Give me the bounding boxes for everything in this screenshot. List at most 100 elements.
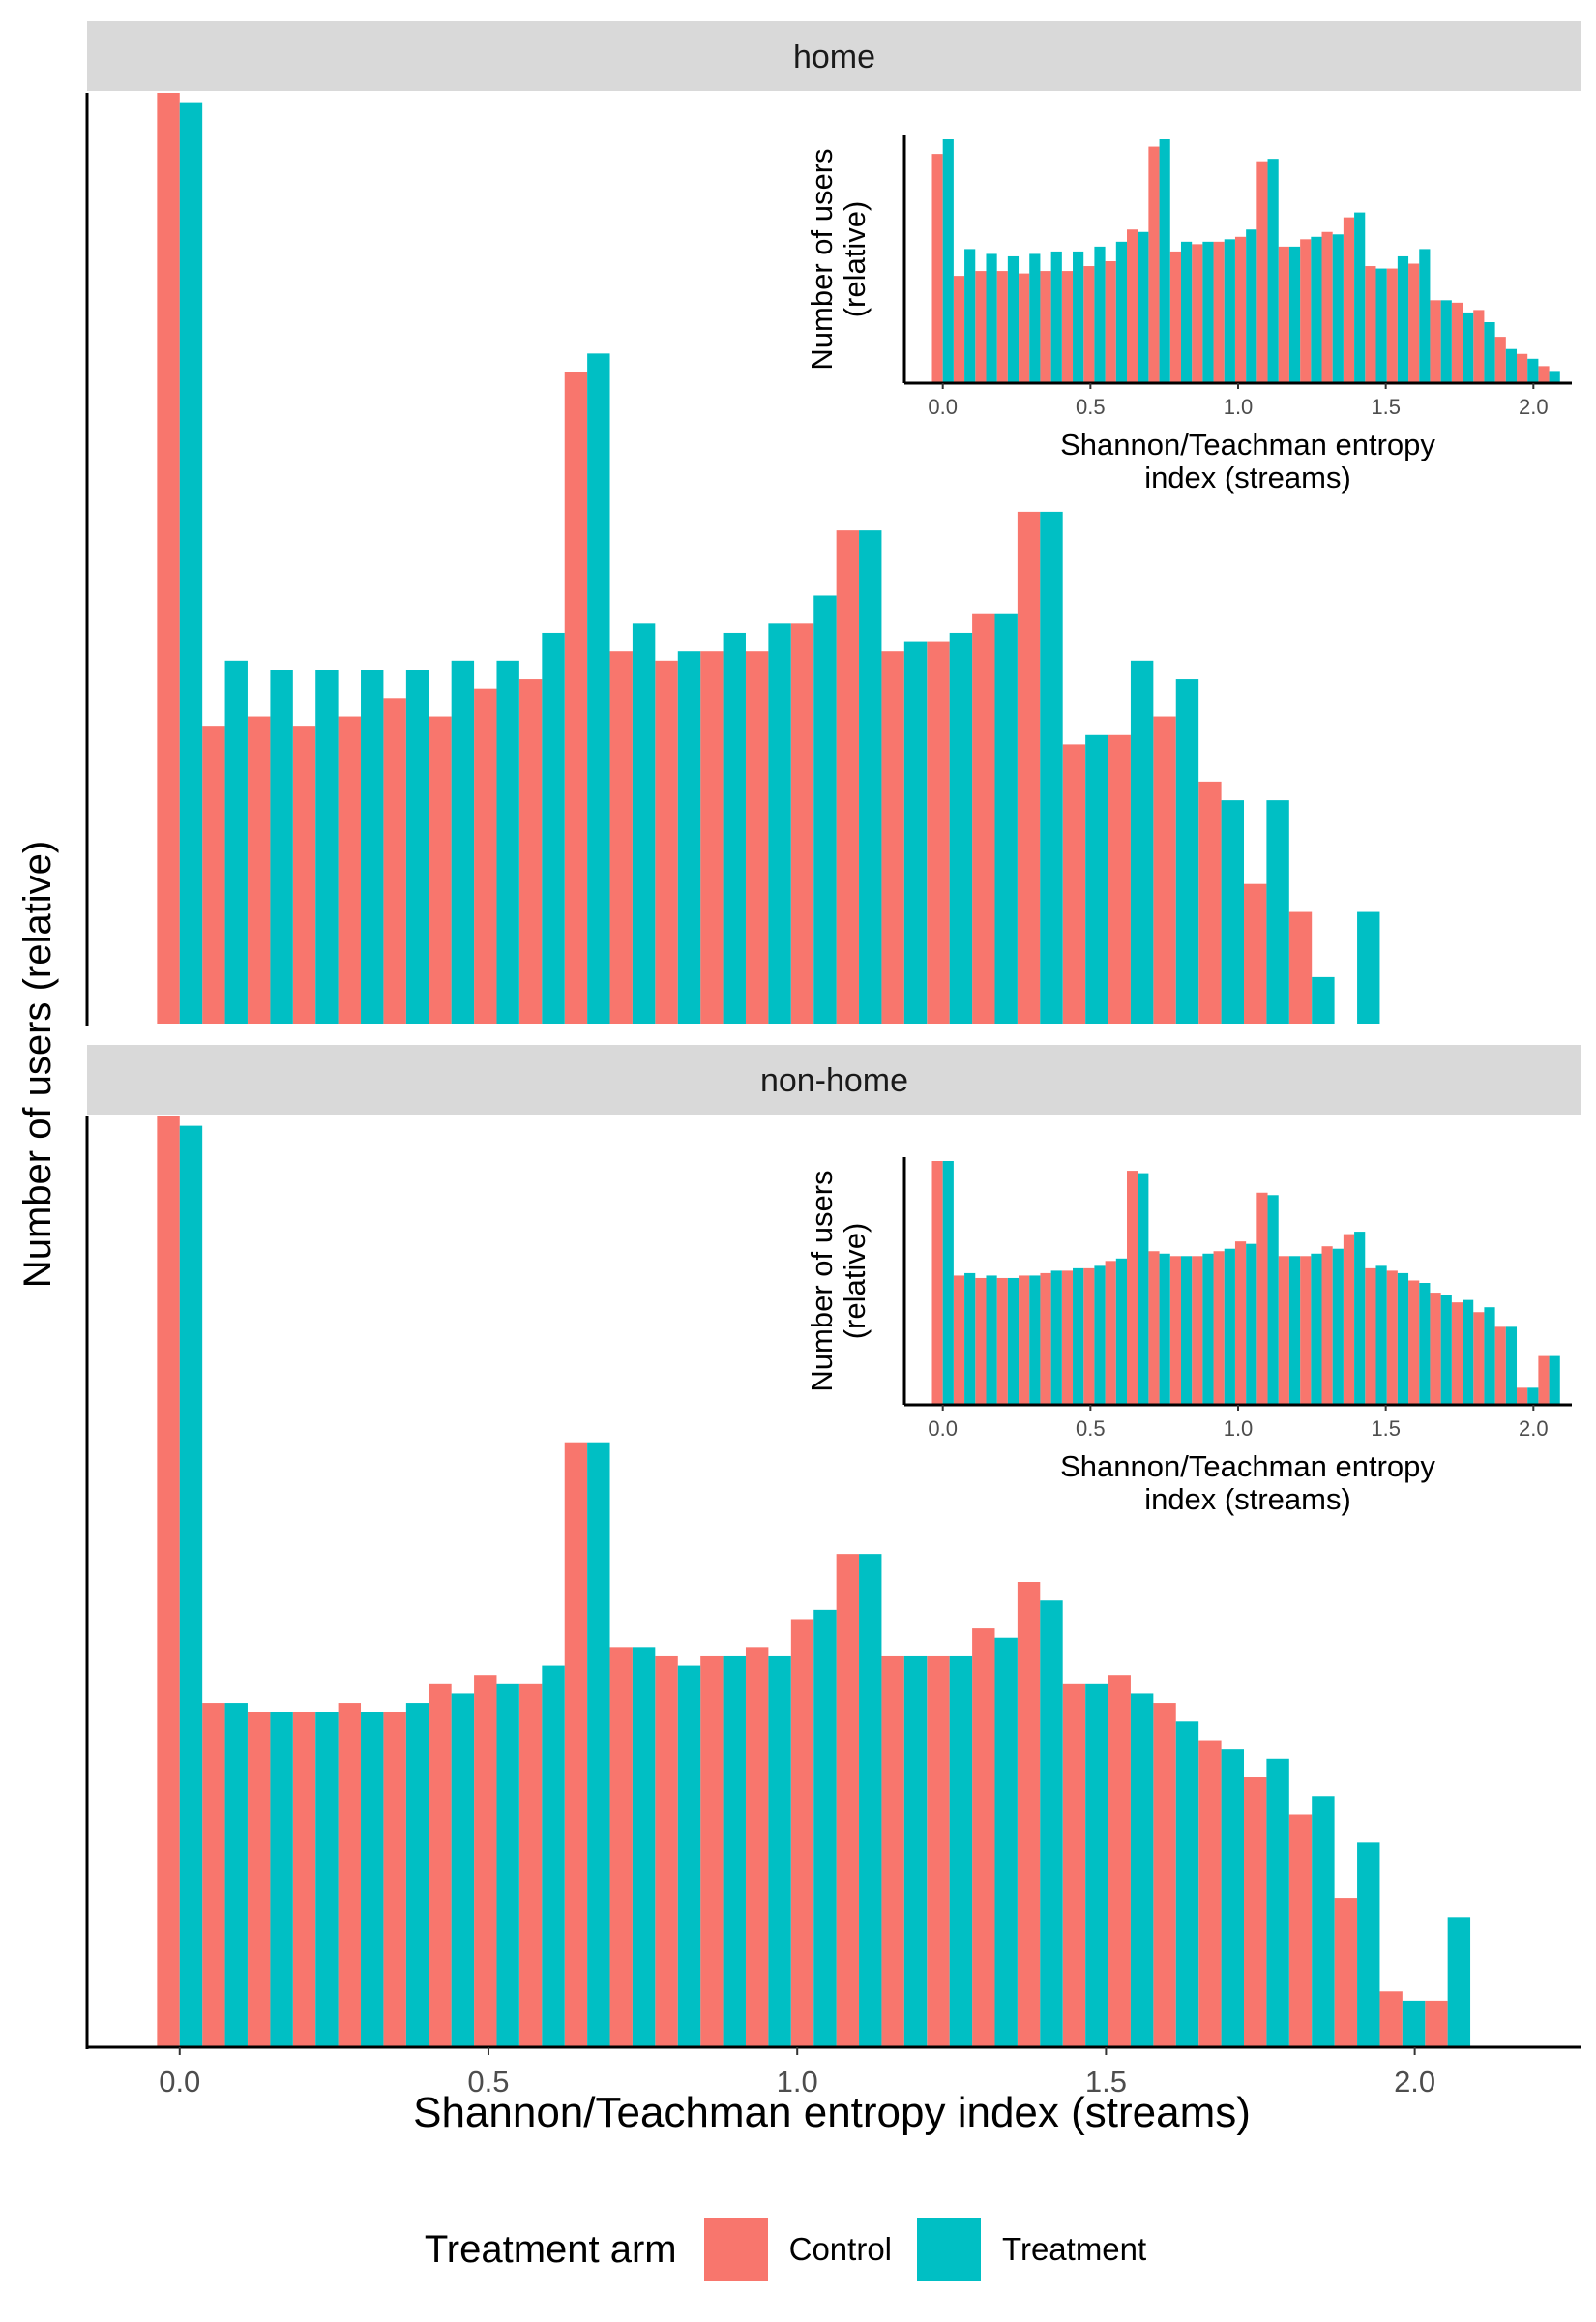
bar-control (1153, 1703, 1176, 2047)
legend: Treatment arm Control Treatment (0, 2206, 1596, 2293)
inset-bar-treatment (1246, 1243, 1257, 1405)
inset-bar-control (1169, 251, 1181, 383)
inset-bar-treatment (1527, 1387, 1539, 1405)
inset-bar-control (1430, 300, 1441, 383)
bar-treatment (768, 1655, 791, 2047)
bar-control (609, 1647, 633, 2047)
bar-control (1425, 2000, 1448, 2047)
inset-bar-control (975, 1277, 987, 1405)
inset-bar-treatment (1050, 251, 1062, 383)
inset-bar-control (1278, 1256, 1289, 1405)
inset-bar-control (1408, 1280, 1420, 1405)
inset-bar-treatment (1224, 239, 1235, 383)
inset-bar-control (1213, 1251, 1225, 1405)
inset-bar-treatment (1029, 253, 1041, 383)
bar-control (790, 1619, 814, 2047)
x-tick-label: 0.0 (159, 2065, 200, 2099)
y-axis-title: Number of users (relative) (16, 841, 59, 1288)
inset-bar-treatment (1202, 241, 1214, 383)
legend-title: Treatment arm (424, 2227, 677, 2271)
inset-bar-control (1169, 1256, 1181, 1405)
inset-bar-control (1105, 261, 1116, 383)
bar-control (1017, 1582, 1041, 2047)
inset-bar-control (1083, 266, 1095, 383)
inset-x-tick-label: 0.0 (928, 395, 958, 419)
bar-control (474, 1675, 497, 2047)
bar-treatment (1040, 1600, 1063, 2047)
bar-control (202, 1703, 225, 2047)
inset-bar-control (1061, 1270, 1074, 1405)
x-tick-label: 1.5 (1085, 2065, 1127, 2099)
inset-x-tick-label: 0.5 (1076, 1416, 1106, 1441)
bar-treatment (1266, 800, 1289, 1024)
bar-treatment (949, 632, 973, 1024)
bar-treatment (270, 670, 293, 1024)
inset-bar-treatment (964, 1272, 976, 1405)
bar-control (1108, 1675, 1131, 2047)
bar-control (248, 1712, 271, 2047)
inset-bar-treatment (1375, 268, 1387, 383)
bar-treatment (813, 595, 837, 1024)
inset-bar-control (953, 1275, 965, 1405)
bar-control (655, 1655, 678, 2047)
inset-x-axis-title: index (streams) (1144, 461, 1351, 494)
inset-chart: 0.0 0.5 1.0 1.5 2.0 Shannon/Teachman entropyi… (805, 135, 1572, 494)
inset-bar-control (1061, 271, 1074, 383)
inset-bar-control (1538, 366, 1550, 383)
inset-bar-treatment (1094, 1265, 1106, 1405)
bar-treatment (1085, 1683, 1108, 2047)
inset-bar-treatment (1463, 1299, 1474, 1405)
inset-bar-treatment (1288, 1256, 1301, 1405)
inset-bar-treatment (942, 139, 954, 383)
x-axis-title: Shannon/Teachman entropy index (streams) (413, 2089, 1251, 2136)
bar-treatment (1130, 660, 1154, 1024)
bar-control (292, 1712, 316, 2047)
inset-bar-control (1127, 1171, 1138, 1405)
inset-bar-treatment (1332, 1248, 1344, 1405)
inset-bar-treatment (1007, 255, 1020, 383)
x-tick-label: 0.5 (467, 2065, 509, 2099)
bar-treatment (361, 1712, 384, 2047)
bar-control (429, 1683, 452, 2047)
inset-bar-treatment (1138, 1173, 1149, 1405)
inset-y-axis-title: Number of users (805, 148, 839, 370)
bar-treatment (496, 660, 519, 1024)
inset-bar-control (1234, 1241, 1247, 1405)
bar-control (383, 698, 406, 1024)
inset-bar-control (1517, 353, 1528, 383)
bar-treatment (949, 1655, 973, 2047)
inset-bar-treatment (1267, 159, 1279, 383)
bar-treatment (903, 1655, 928, 2047)
x-tick-label: 1.0 (777, 2065, 818, 2099)
inset-x-tick-label: 2.0 (1519, 1416, 1549, 1441)
inset-bar-treatment (1549, 1355, 1560, 1405)
inset-x-tick-label: 0.0 (928, 1416, 958, 1441)
inset-bar-control (1083, 1267, 1095, 1405)
inset-bar-control (953, 276, 965, 383)
inset-bar-treatment (1505, 1326, 1518, 1405)
inset-bar-control (1019, 273, 1030, 383)
bar-treatment (677, 1665, 701, 2047)
inset-bar-treatment (1397, 255, 1409, 383)
inset-bar-treatment (1419, 249, 1431, 383)
inset-bar-control (1365, 266, 1376, 383)
inset-bar-treatment (1224, 1248, 1235, 1405)
bar-treatment (859, 530, 882, 1024)
bar-control (972, 613, 995, 1024)
bar-control (655, 660, 678, 1024)
bar-control (292, 726, 316, 1024)
bars (157, 93, 1380, 1025)
bar-treatment (496, 1683, 519, 2047)
inset-bar-treatment (1115, 1258, 1128, 1405)
inset-bar-control (975, 271, 987, 383)
bar-treatment (405, 1703, 429, 2047)
inset-bar-treatment (1159, 1253, 1170, 1405)
inset-chart: 0.0 0.5 1.0 1.5 2.0 Shannon/Teachman entropyi… (805, 1157, 1572, 1516)
bar-control (700, 651, 724, 1024)
inset-bar-control (1040, 1272, 1051, 1405)
inset-bar-control (1343, 217, 1355, 383)
bar-treatment (361, 670, 384, 1024)
bar-treatment (903, 641, 928, 1024)
facet-strip (87, 21, 1581, 91)
bar-treatment (1221, 1749, 1245, 2047)
